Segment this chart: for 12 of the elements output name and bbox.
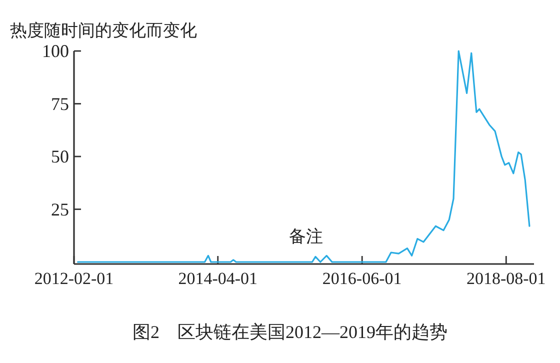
- annotation: 备注: [289, 227, 323, 246]
- x-tick-label: 2016-06-01: [322, 269, 402, 288]
- line-series: [77, 50, 530, 263]
- y-tick-label: 75: [51, 94, 69, 114]
- text: 图2 区块链在美国2012—2019年的趋势: [132, 322, 448, 342]
- y-tick-label: 100: [42, 41, 69, 61]
- y-tick-label: 50: [51, 146, 69, 166]
- x-tick-label: 2014-04-01: [178, 269, 258, 288]
- y-axis-title: 热度随时间的变化而变化: [10, 21, 197, 40]
- x-tick-label: 2012-02-01: [34, 269, 114, 288]
- y-tick-label: 25: [51, 199, 69, 220]
- x-tick-label: 2018-08-01: [466, 269, 546, 288]
